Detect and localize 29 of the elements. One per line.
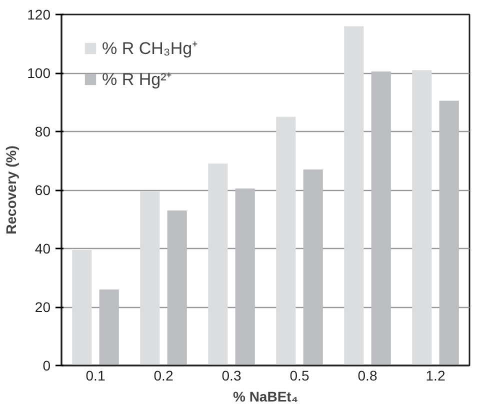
- bar: [140, 191, 160, 366]
- bar: [371, 72, 391, 366]
- y-tick-label: 100: [27, 65, 51, 81]
- y-tick-label: 0: [42, 358, 51, 374]
- bar: [412, 70, 432, 366]
- bar: [208, 164, 228, 366]
- bar: [72, 250, 92, 366]
- y-tick-label: 120: [27, 6, 51, 22]
- y-tick-label: 40: [34, 240, 51, 256]
- bar: [303, 170, 323, 366]
- bar: [167, 210, 187, 366]
- bar: [235, 188, 255, 366]
- x-tick-label: 0.5: [290, 368, 310, 384]
- x-tick-label: 0.2: [154, 368, 174, 384]
- x-tick-label: 1.2: [426, 368, 446, 384]
- bar: [276, 116, 296, 366]
- y-axis-title: Recovery (%): [3, 146, 20, 234]
- bar: [344, 26, 364, 366]
- x-tick-label: 0.1: [86, 368, 106, 384]
- legend-label: % R Hg²⁺: [102, 69, 172, 90]
- legend-label: % R CH₃Hg⁺: [102, 38, 198, 59]
- x-tick-label: 0.8: [358, 368, 378, 384]
- bar: [439, 100, 459, 366]
- y-tick-label: 20: [34, 299, 51, 315]
- x-tick-label: 0.3: [222, 368, 242, 384]
- x-axis-title: % NaBEt₄: [232, 388, 298, 404]
- y-tick-label: 60: [34, 182, 51, 198]
- bar: [99, 289, 119, 366]
- y-tick-label: 80: [34, 124, 51, 140]
